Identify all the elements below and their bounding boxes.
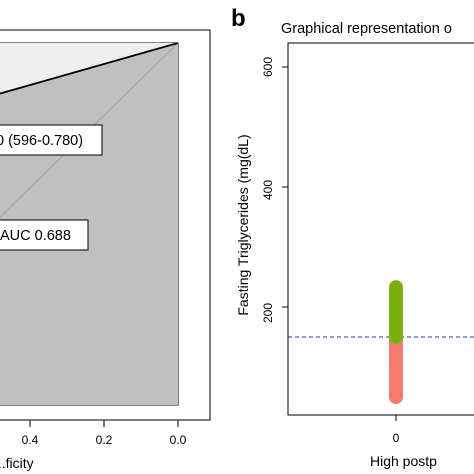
scatter-panel: b Graphical representation o 200 400 600…	[231, 5, 474, 469]
roc-frame	[0, 29, 211, 421]
scatter-point-s1-17	[389, 280, 403, 295]
roc-x-tick-label-0: 0.4	[22, 433, 39, 447]
roc-x-tick-label-1: 0.2	[96, 433, 113, 447]
roc-curve-line	[0, 42, 179, 95]
roc-annotation-1: 0 (596-0.780)	[0, 133, 83, 149]
scatter-y-ticks	[282, 66, 288, 308]
scatter-x-axis-title: High postp	[370, 453, 437, 469]
scatter-y-tick-label-600: 600	[261, 57, 275, 77]
roc-x-tick-label-2: 0.0	[170, 433, 187, 447]
scatter-points	[389, 280, 403, 404]
scatter-y-tick-label-400: 400	[261, 180, 275, 200]
scatter-x-tick-label-0: 0	[393, 431, 400, 445]
panel-b-letter: b	[231, 5, 246, 32]
scatter-title: Graphical representation o	[281, 21, 452, 37]
roc-panel: 0.4 0.2 0.0 ...ficity 0 (596-0.780) AUC …	[0, 29, 211, 471]
scatter-plot-frame	[287, 42, 474, 416]
roc-annotation-box-2	[0, 219, 89, 251]
roc-chance-line	[0, 42, 179, 218]
scatter-y-tick-label-200: 200	[261, 303, 275, 323]
roc-x-axis-title: ...ficity	[0, 455, 34, 471]
roc-annotation-box-1	[0, 124, 103, 156]
scatter-point-s0-22	[389, 343, 403, 358]
roc-x-ticks	[29, 420, 179, 427]
scatter-y-axis-title: Fasting Triglycerides (mg(dL)	[235, 134, 251, 315]
roc-annotation-2: AUC 0.688	[0, 228, 71, 244]
